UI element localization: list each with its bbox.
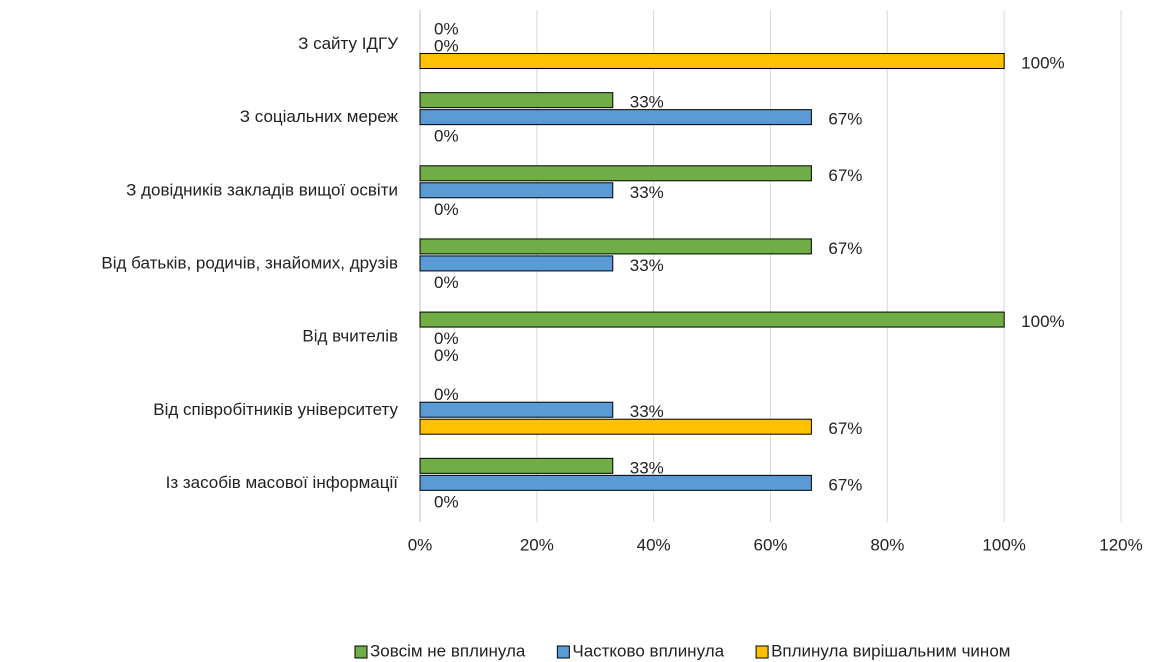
data-label: 0%: [434, 273, 459, 292]
x-tick-label: 100%: [982, 535, 1025, 554]
bar: [419, 238, 812, 255]
data-label: 33%: [630, 183, 664, 202]
bar: [419, 474, 812, 491]
y-tick-label: Із засобів масової інформації: [166, 473, 399, 492]
bar: [419, 182, 614, 199]
bar: [419, 165, 812, 182]
x-tick-label: 60%: [753, 535, 787, 554]
bar: [419, 418, 812, 435]
y-tick-label: З довідників закладів вищої освіти: [126, 180, 398, 199]
bar: [419, 255, 614, 272]
x-tick-label: 20%: [520, 535, 554, 554]
bar: [419, 457, 614, 474]
data-label: 0%: [434, 36, 459, 55]
x-tick-label: 0%: [408, 535, 433, 554]
legend-swatch: [354, 645, 368, 659]
bar: [419, 311, 1005, 328]
data-label: 0%: [434, 492, 459, 511]
data-label: 67%: [828, 239, 862, 258]
data-label: 0%: [434, 329, 459, 348]
x-tick-label: 80%: [870, 535, 904, 554]
data-label: 67%: [828, 166, 862, 185]
y-tick-label: Від батьків, родичів, знайомих, друзів: [101, 253, 398, 272]
bar: [419, 53, 1005, 69]
data-label: 67%: [828, 110, 862, 129]
legend-label: Частково вплинула: [572, 641, 724, 660]
data-label: 0%: [434, 346, 459, 365]
data-label: 67%: [828, 475, 862, 494]
data-label: 33%: [630, 93, 664, 112]
data-label: 0%: [434, 200, 459, 219]
legend-label: Вплинула вирішальним чином: [771, 641, 1010, 660]
data-label: 33%: [630, 256, 664, 275]
bar: [419, 109, 812, 126]
data-label: 33%: [630, 458, 664, 477]
data-label: 33%: [630, 402, 664, 421]
bar: [419, 92, 614, 109]
data-label: 0%: [434, 19, 459, 38]
data-label: 100%: [1021, 53, 1064, 72]
y-tick-label: Від вчителів: [302, 327, 398, 346]
legend-swatch: [755, 645, 769, 659]
data-label: 0%: [434, 385, 459, 404]
data-label: 67%: [828, 419, 862, 438]
y-tick-label: З соціальних мереж: [240, 107, 399, 126]
x-tick-label: 40%: [637, 535, 671, 554]
bar: [419, 401, 614, 418]
data-label: 0%: [434, 127, 459, 146]
legend-label: Зовсім не вплинула: [370, 641, 526, 660]
y-tick-label: Від співробітників університету: [153, 400, 398, 419]
data-label: 100%: [1021, 312, 1064, 331]
y-tick-label: З сайту ІДГУ: [298, 34, 398, 53]
x-tick-label: 120%: [1099, 535, 1142, 554]
legend-swatch: [556, 645, 570, 659]
